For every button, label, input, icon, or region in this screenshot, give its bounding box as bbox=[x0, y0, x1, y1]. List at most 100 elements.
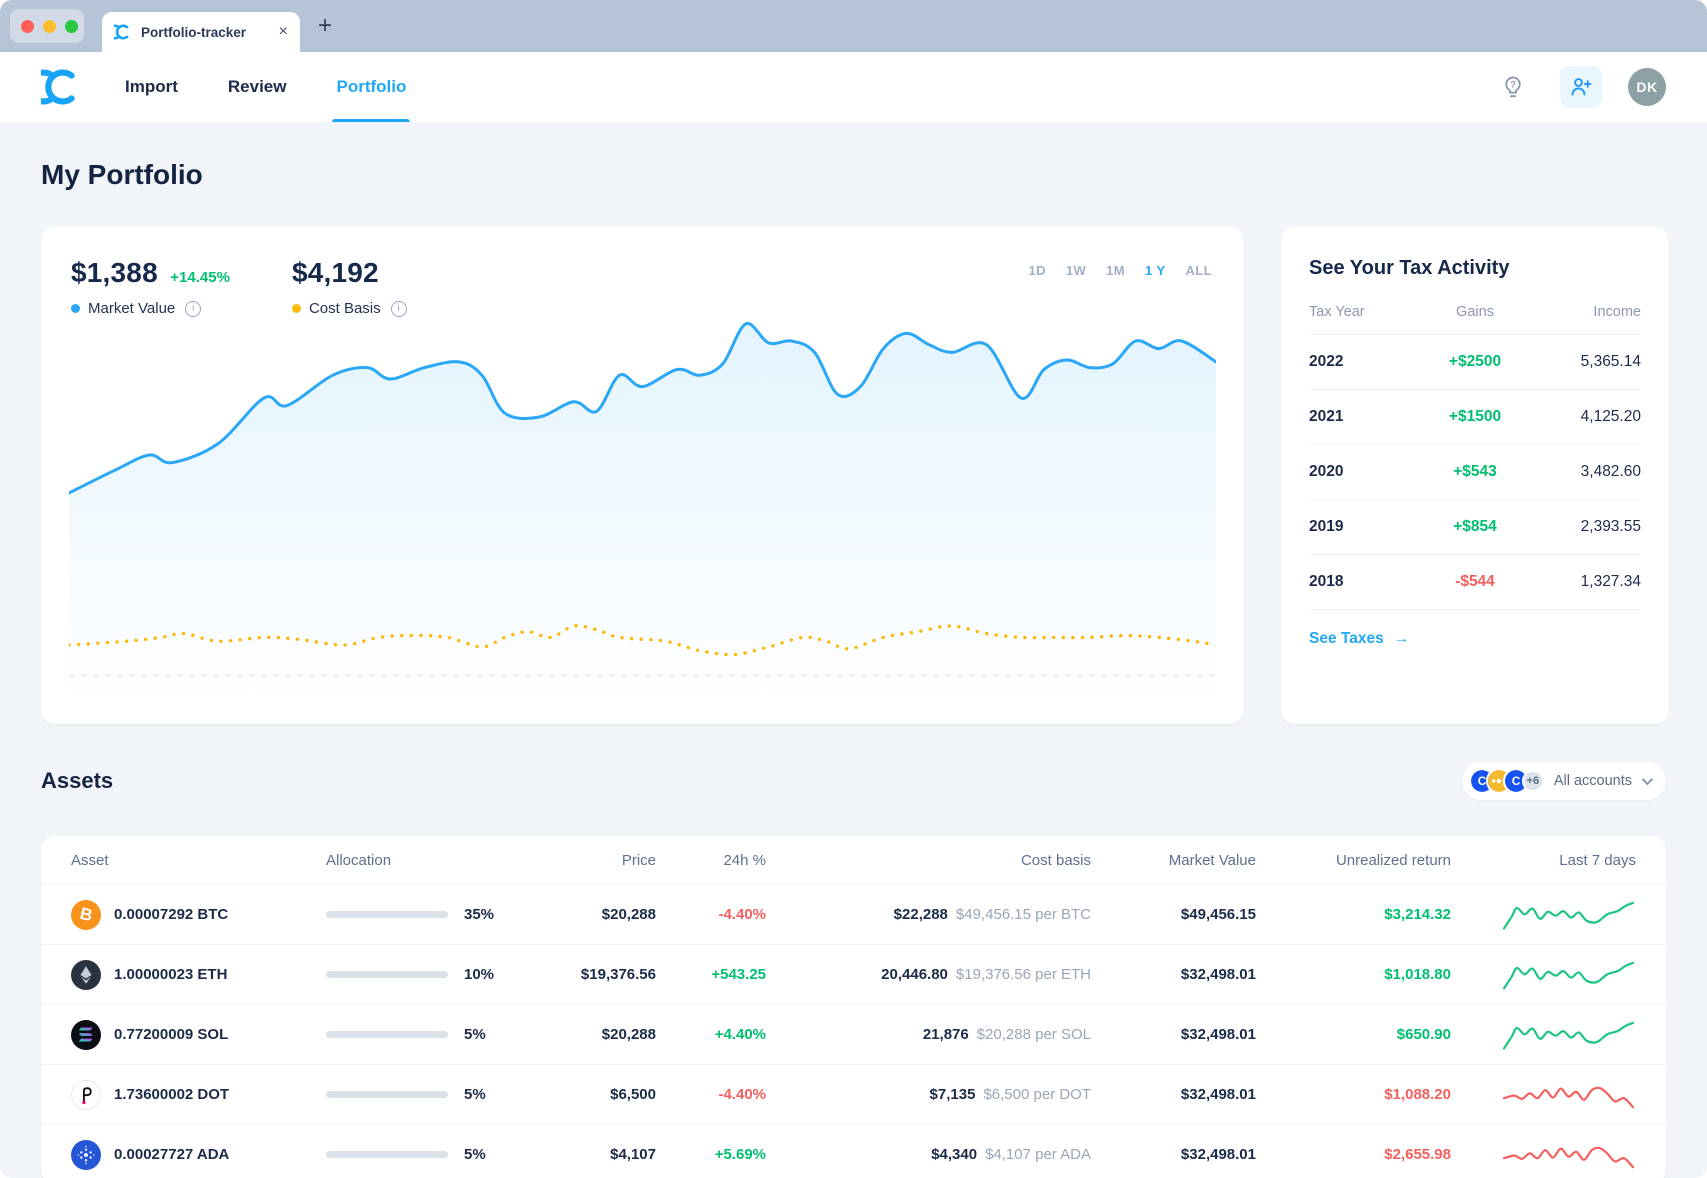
cost-basis-per-unit: $49,456.15 per BTC bbox=[955, 906, 1091, 923]
cost-basis-total: $4,340 bbox=[931, 1146, 978, 1163]
cost-basis-info-icon[interactable]: i bbox=[390, 300, 407, 317]
tax-card-title: See Your Tax Activity bbox=[1309, 257, 1510, 279]
price-cell: $20,288 bbox=[601, 906, 656, 923]
tax-col-gains: Gains bbox=[1456, 304, 1494, 320]
chart-summary: $1,388 +14.45% Market Value i $4,192 bbox=[71, 257, 1214, 317]
assets-table-card: Asset Allocation Price 24h % Cost basis … bbox=[41, 836, 1666, 1178]
allocation-bar bbox=[326, 911, 448, 918]
sparkline-cell bbox=[1451, 894, 1636, 936]
top-nav: Import Review Portfolio ? DK bbox=[0, 52, 1707, 122]
traffic-lights bbox=[10, 9, 84, 43]
help-button[interactable]: ? bbox=[1492, 66, 1534, 108]
asset-amount: 0.77200009 SOL bbox=[114, 1026, 229, 1043]
col-allocation: Allocation bbox=[326, 851, 392, 869]
asset-row-ada[interactable]: 0.00027727 ADA 5% $4,107 +5.69% $4,340 $4,107… bbox=[41, 1124, 1666, 1178]
cost-basis-cell: $22,288 $49,456.15 per BTC bbox=[766, 906, 1091, 923]
cost-basis-legend-label: Cost Basis bbox=[308, 300, 381, 317]
asset-cell: 0.00027727 ADA bbox=[71, 1139, 326, 1170]
change-24h-cell: +5.69% bbox=[714, 1146, 766, 1163]
cost-basis-total: 20,446.80 bbox=[881, 966, 948, 983]
col-market-value: Market Value bbox=[1168, 851, 1256, 869]
minimize-window-button[interactable] bbox=[43, 19, 56, 33]
allocation-cell: 5% bbox=[326, 1086, 511, 1103]
portfolio-chart-card: $1,388 +14.45% Market Value i $4,192 bbox=[41, 227, 1244, 724]
col-last7days: Last 7 days bbox=[1559, 851, 1636, 869]
allocation-bar bbox=[326, 1151, 448, 1158]
cost-basis-per-unit: $20,288 per SOL bbox=[976, 1026, 1091, 1043]
asset-row-dot[interactable]: 1.73600002 DOT 5% $6,500 -4.40% $7,135 $6,500… bbox=[41, 1064, 1666, 1124]
allocation-label: 5% bbox=[464, 1146, 486, 1163]
market-value-cell: $32,498.01 bbox=[1180, 1026, 1256, 1043]
asset-amount: 1.73600002 DOT bbox=[114, 1086, 230, 1103]
tax-row-2021[interactable]: 2021 +$1500 4,125.20 bbox=[1309, 390, 1641, 445]
portfolio-line-chart bbox=[69, 322, 1216, 702]
tax-gains: +$854 bbox=[1453, 518, 1497, 535]
price-cell: $20,288 bbox=[601, 1026, 656, 1043]
main-content: My Portfolio $1,388 +14.45% Market Value… bbox=[0, 158, 1707, 1178]
user-avatar[interactable]: DK bbox=[1628, 68, 1666, 106]
time-range-selector: 1D 1W 1M 1 Y ALL bbox=[1028, 263, 1212, 278]
unrealized-return-cell: $2,655.98 bbox=[1384, 1146, 1451, 1163]
asset-row-eth[interactable]: 1.00000023 ETH 10% $19,376.56 +543.25 20,446… bbox=[41, 944, 1666, 1004]
allocation-cell: 5% bbox=[326, 1026, 511, 1043]
tax-col-year: Tax Year bbox=[1309, 304, 1365, 320]
asset-cell: B 0.00007292 BTC bbox=[71, 899, 326, 930]
range-1w[interactable]: 1W bbox=[1065, 263, 1087, 278]
nav-item-portfolio[interactable]: Portfolio bbox=[332, 52, 411, 122]
svg-text:C: C bbox=[1478, 774, 1487, 788]
tab-title: Portfolio-tracker bbox=[141, 24, 247, 40]
browser-chrome: Portfolio-tracker × + bbox=[0, 0, 1707, 52]
range-1y[interactable]: 1 Y bbox=[1145, 263, 1166, 278]
unrealized-return-cell: $650.90 bbox=[1396, 1026, 1451, 1043]
market-value-info-icon[interactable]: i bbox=[185, 300, 202, 317]
nav-item-import[interactable]: Import bbox=[125, 77, 178, 96]
tax-table-body: 2022 +$2500 5,365.14 2021 +$1500 4,125.20 2020… bbox=[1309, 335, 1641, 610]
cost-basis-total: $7,135 bbox=[929, 1086, 976, 1103]
cost-basis-per-unit: $6,500 per DOT bbox=[983, 1086, 1091, 1103]
svg-text:?: ? bbox=[1510, 80, 1516, 90]
cost-basis-legend-dot bbox=[291, 304, 301, 313]
asset-row-btc[interactable]: B 0.00007292 BTC 35% $20,288 -4.40% $22,288 $4… bbox=[41, 884, 1666, 944]
zoom-window-button[interactable] bbox=[65, 19, 78, 33]
allocation-bar bbox=[326, 1091, 448, 1098]
close-window-button[interactable] bbox=[21, 19, 34, 33]
price-cell: $6,500 bbox=[610, 1086, 656, 1103]
tax-row-2020[interactable]: 2020 +$543 3,482.60 bbox=[1309, 445, 1641, 500]
asset-row-sol[interactable]: 0.77200009 SOL 5% $20,288 +4.40% 21,876 $20,2… bbox=[41, 1004, 1666, 1064]
tab-close-icon[interactable]: × bbox=[278, 23, 288, 40]
unrealized-return-cell: $3,214.32 bbox=[1384, 906, 1451, 923]
ada-coin-icon bbox=[71, 1139, 101, 1170]
accounts-filter-label: All accounts bbox=[1553, 773, 1632, 789]
nav-item-review[interactable]: Review bbox=[227, 77, 287, 96]
see-taxes-link[interactable]: See Taxes → bbox=[1309, 630, 1641, 648]
tax-row-2022[interactable]: 2022 +$2500 5,365.14 bbox=[1309, 335, 1641, 390]
add-user-button[interactable] bbox=[1560, 66, 1602, 108]
sparkline-cell bbox=[1451, 1134, 1636, 1176]
lightbulb-question-icon: ? bbox=[1505, 76, 1521, 98]
tax-income: 1,327.34 bbox=[1580, 573, 1641, 590]
range-1d[interactable]: 1D bbox=[1028, 263, 1046, 278]
browser-tab[interactable]: Portfolio-tracker × bbox=[102, 12, 300, 52]
app-logo[interactable] bbox=[41, 66, 83, 108]
tax-row-2019[interactable]: 2019 +$854 2,393.55 bbox=[1309, 500, 1641, 555]
cost-basis-cell: 20,446.80 $19,376.56 per ETH bbox=[766, 966, 1091, 983]
cost-basis-cell: $7,135 $6,500 per DOT bbox=[766, 1086, 1091, 1103]
new-tab-button[interactable]: + bbox=[318, 12, 333, 39]
change-24h-cell: -4.40% bbox=[718, 906, 766, 923]
allocation-cell: 10% bbox=[326, 966, 511, 983]
nav-right: ? DK bbox=[1492, 66, 1666, 108]
assets-heading: Assets bbox=[41, 768, 114, 793]
cost-basis-cell: $4,340 $4,107 per ADA bbox=[766, 1146, 1091, 1163]
eth-coin-icon bbox=[71, 959, 101, 990]
accounts-filter[interactable]: C C +6 All accounts bbox=[1461, 762, 1666, 800]
sol-coin-icon bbox=[71, 1019, 101, 1050]
tax-row-2018[interactable]: 2018 -$544 1,327.34 bbox=[1309, 555, 1641, 610]
tax-gains: +$1500 bbox=[1448, 408, 1502, 425]
dot-coin-icon bbox=[71, 1079, 101, 1110]
col-unrealized: Unrealized return bbox=[1335, 851, 1451, 869]
range-all[interactable]: ALL bbox=[1185, 263, 1212, 278]
tax-year: 2020 bbox=[1309, 463, 1344, 480]
range-1m[interactable]: 1M bbox=[1106, 263, 1126, 278]
market-value-amount: $1,388 bbox=[71, 257, 158, 288]
